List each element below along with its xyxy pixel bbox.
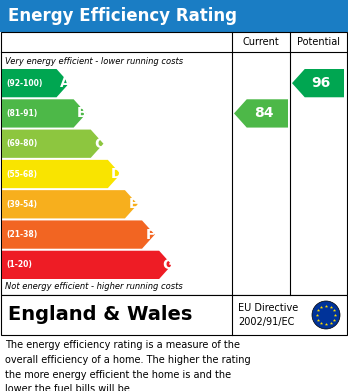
Text: (39-54): (39-54): [6, 200, 37, 209]
Bar: [1, 32, 347, 295]
Polygon shape: [2, 129, 103, 158]
Polygon shape: [2, 69, 69, 97]
Circle shape: [312, 301, 340, 329]
Text: (69-80): (69-80): [6, 139, 37, 148]
Polygon shape: [234, 99, 288, 127]
Text: A: A: [60, 76, 71, 90]
Text: G: G: [163, 258, 174, 272]
Polygon shape: [2, 221, 155, 249]
Polygon shape: [2, 190, 138, 219]
Text: (21-38): (21-38): [6, 230, 37, 239]
Text: EU Directive
2002/91/EC: EU Directive 2002/91/EC: [238, 303, 298, 327]
Text: Current: Current: [243, 37, 279, 47]
Text: Potential: Potential: [296, 37, 340, 47]
Text: (55-68): (55-68): [6, 170, 37, 179]
Text: 96: 96: [311, 76, 331, 90]
Text: C: C: [95, 137, 105, 151]
Polygon shape: [292, 69, 344, 97]
Polygon shape: [2, 160, 120, 188]
Text: Not energy efficient - higher running costs: Not energy efficient - higher running co…: [5, 282, 183, 291]
Text: (81-91): (81-91): [6, 109, 37, 118]
Text: The energy efficiency rating is a measure of the
overall efficiency of a home. T: The energy efficiency rating is a measur…: [5, 340, 251, 391]
Polygon shape: [2, 251, 172, 279]
Text: (1-20): (1-20): [6, 260, 32, 269]
Text: England & Wales: England & Wales: [8, 305, 192, 325]
Bar: [1, 295, 347, 335]
Text: D: D: [111, 167, 122, 181]
Text: Energy Efficiency Rating: Energy Efficiency Rating: [8, 7, 237, 25]
Polygon shape: [2, 99, 86, 127]
Text: B: B: [77, 106, 88, 120]
Text: Very energy efficient - lower running costs: Very energy efficient - lower running co…: [5, 57, 183, 66]
Bar: [0, 0, 348, 32]
Text: F: F: [146, 228, 156, 242]
Text: 84: 84: [254, 106, 274, 120]
Text: E: E: [129, 197, 139, 211]
Text: (92-100): (92-100): [6, 79, 42, 88]
